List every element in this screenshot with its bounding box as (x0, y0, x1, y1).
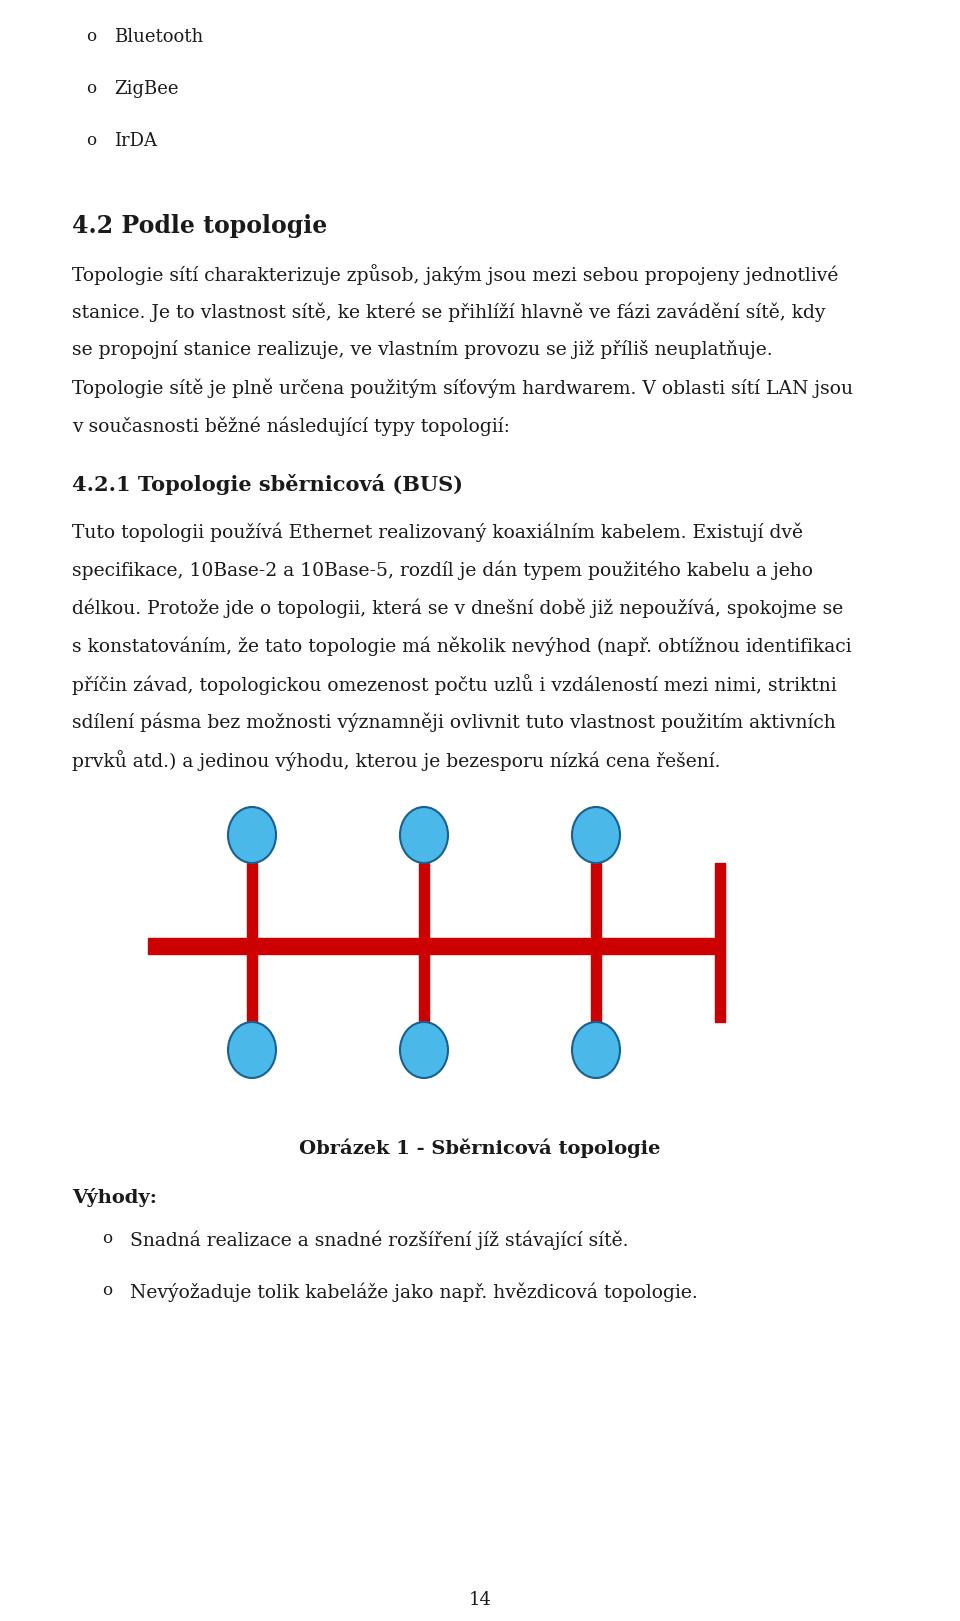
Text: Tuto topologii používá Ethernet realizovaný koaxiálním kabelem. Existují dvě: Tuto topologii používá Ethernet realizov… (72, 522, 803, 541)
Text: Nevýožaduje tolik kabeláže jako např. hvězdicová topologie.: Nevýožaduje tolik kabeláže jako např. hv… (130, 1282, 698, 1302)
Bar (419, 862, 429, 939)
Text: specifikace, 10Base-2 a 10Base-5, rozdíl je dán typem použitého kabelu a jeho: specifikace, 10Base-2 a 10Base-5, rozdíl… (72, 559, 813, 579)
Bar (591, 955, 601, 1021)
Bar (247, 955, 257, 1021)
Bar (591, 862, 601, 939)
Bar (715, 862, 725, 1021)
Text: 14: 14 (468, 1590, 492, 1610)
Ellipse shape (228, 1021, 276, 1078)
Text: Snadná realizace a snadné rozšíření jíž stávající sítě.: Snadná realizace a snadné rozšíření jíž … (130, 1230, 629, 1250)
Text: prvků atd.) a jedinou výhodu, kterou je bezesporu nízká cena řešení.: prvků atd.) a jedinou výhodu, kterou je … (72, 751, 721, 772)
Text: se propojní stanice realizuje, ve vlastním provozu se již příliš neuplatňuje.: se propojní stanice realizuje, ve vlastn… (72, 340, 773, 358)
Text: 4.2 Podle topologie: 4.2 Podle topologie (72, 214, 327, 238)
Bar (247, 862, 257, 939)
Text: Obrázek 1 - Sběrnicová topologie: Obrázek 1 - Sběrnicová topologie (300, 1138, 660, 1157)
Text: příčin závad, topologickou omezenost počtu uzlů i vzdáleností mezi nimi, striktn: příčin závad, topologickou omezenost poč… (72, 674, 837, 695)
Text: sdílení pásma bez možnosti významněji ovlivnit tuto vlastnost použitím aktivních: sdílení pásma bez možnosti významněji ov… (72, 712, 836, 731)
Text: o: o (86, 28, 96, 45)
Text: IrDA: IrDA (114, 131, 157, 151)
Text: Bluetooth: Bluetooth (114, 28, 204, 45)
Text: 4.2.1 Topologie sběrnicová (BUS): 4.2.1 Topologie sběrnicová (BUS) (72, 473, 463, 494)
Bar (148, 939, 720, 955)
Text: Topologie sítě je plně určena použitým síťovým hardwarem. V oblasti sítí LAN jso: Topologie sítě je plně určena použitým s… (72, 378, 853, 397)
Text: v současnosti běžné následující typy topologií:: v současnosti běžné následující typy top… (72, 417, 510, 436)
Text: o: o (86, 131, 96, 149)
Ellipse shape (572, 1021, 620, 1078)
Ellipse shape (572, 807, 620, 862)
Ellipse shape (400, 1021, 448, 1078)
Text: Topologie sítí charakterizuje způsob, jakým jsou mezi sebou propojeny jednotlivé: Topologie sítí charakterizuje způsob, ja… (72, 264, 838, 285)
Text: s konstatováním, že tato topologie má několik nevýhod (např. obtížnou identifika: s konstatováním, že tato topologie má ně… (72, 635, 852, 655)
Text: délkou. Protože jde o topologii, která se v dnešní době již nepoužívá, spokojme : délkou. Protože jde o topologii, která s… (72, 598, 843, 618)
Text: Výhody:: Výhody: (72, 1188, 156, 1208)
Ellipse shape (228, 807, 276, 862)
Bar (419, 955, 429, 1021)
Text: o: o (102, 1282, 112, 1298)
Text: o: o (102, 1230, 112, 1247)
Ellipse shape (400, 807, 448, 862)
Text: o: o (86, 79, 96, 97)
Text: stanice. Je to vlastnost sítě, ke které se přihlíží hlavně ve fázi zavádění sítě: stanice. Je to vlastnost sítě, ke které … (72, 302, 826, 321)
Text: ZigBee: ZigBee (114, 79, 179, 97)
